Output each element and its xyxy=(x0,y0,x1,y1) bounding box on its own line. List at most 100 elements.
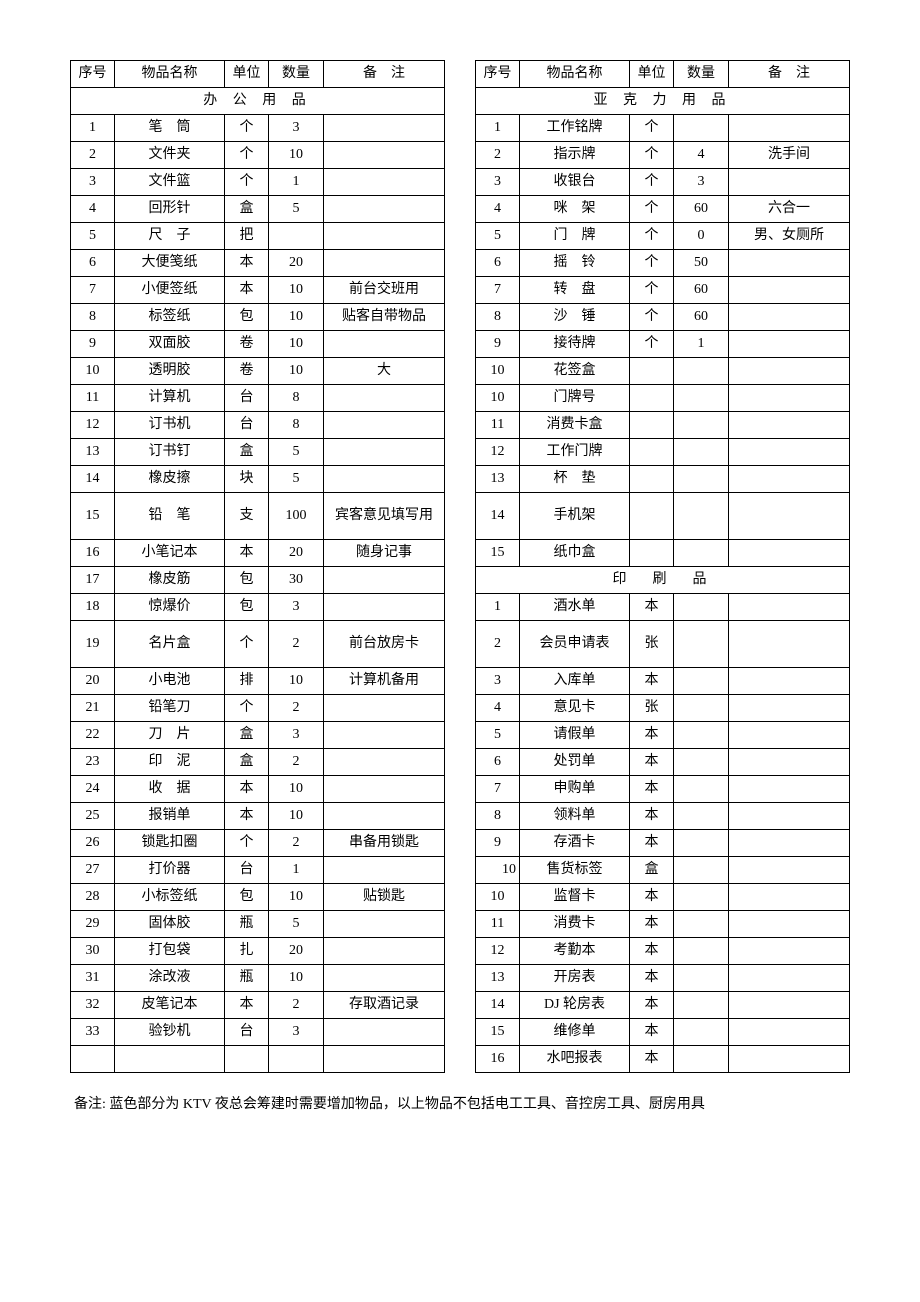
cell-seq: 10 xyxy=(476,358,520,385)
cell-name: 回形针 xyxy=(115,196,225,223)
cell-note xyxy=(729,540,850,567)
cell-seq: 1 xyxy=(476,115,520,142)
right-body2: 1酒水单本2会员申请表张3入库单本4意见卡张5请假单本6处罚单本7申购单本8领料… xyxy=(476,594,850,1073)
cell-note xyxy=(729,621,850,668)
cell-note xyxy=(729,749,850,776)
cell-unit: 个 xyxy=(225,115,269,142)
table-row: 5门 牌个0男、女厕所 xyxy=(476,223,850,250)
cell-qty: 10 xyxy=(269,331,324,358)
table-row: 8沙 锤个60 xyxy=(476,304,850,331)
cell-name: 收银台 xyxy=(520,169,630,196)
cell-note xyxy=(729,830,850,857)
cell-unit: 本 xyxy=(630,594,674,621)
cell-qty xyxy=(674,621,729,668)
cell-unit xyxy=(630,439,674,466)
cell-note xyxy=(324,115,445,142)
cell-note xyxy=(729,1046,850,1073)
cell-seq: 7 xyxy=(476,776,520,803)
cell-name: 固体胶 xyxy=(115,911,225,938)
cell-seq: 31 xyxy=(71,965,115,992)
cell-unit: 个 xyxy=(630,115,674,142)
cell-note xyxy=(729,992,850,1019)
cell-unit: 卷 xyxy=(225,358,269,385)
cell-qty: 1 xyxy=(674,331,729,358)
table-row: 13杯 垫 xyxy=(476,466,850,493)
cell-unit xyxy=(630,466,674,493)
cell-seq: 1 xyxy=(71,115,115,142)
cell-seq: 2 xyxy=(476,621,520,668)
cell-name: 皮笔记本 xyxy=(115,992,225,1019)
cell-note xyxy=(729,277,850,304)
cell-qty: 3 xyxy=(269,722,324,749)
cell-note: 前台交班用 xyxy=(324,277,445,304)
cell-unit: 本 xyxy=(630,965,674,992)
table-row: 8领料单本 xyxy=(476,803,850,830)
cell-name: 铅 笔 xyxy=(115,493,225,540)
cell-seq: 29 xyxy=(71,911,115,938)
cell-unit: 瓶 xyxy=(225,911,269,938)
table-row: 10监督卡本 xyxy=(476,884,850,911)
header-row: 序号 物品名称 单位 数量 备 注 xyxy=(71,61,445,88)
right-section1-title: 亚 克 力 用 品 xyxy=(476,88,850,115)
cell-unit: 卷 xyxy=(225,331,269,358)
cell-name xyxy=(115,1046,225,1073)
cell-unit: 本 xyxy=(225,277,269,304)
cell-name: 小便签纸 xyxy=(115,277,225,304)
cell-qty: 60 xyxy=(674,277,729,304)
cell-seq: 6 xyxy=(476,250,520,277)
cell-name: 小笔记本 xyxy=(115,540,225,567)
cell-note xyxy=(729,169,850,196)
cell-qty: 1 xyxy=(269,857,324,884)
cell-qty: 8 xyxy=(269,385,324,412)
table-row: 14手机架 xyxy=(476,493,850,540)
table-row: 14橡皮擦块5 xyxy=(71,466,445,493)
cell-name: 尺 子 xyxy=(115,223,225,250)
table-row: 14DJ 轮房表本 xyxy=(476,992,850,1019)
table-row: 27打价器台1 xyxy=(71,857,445,884)
cell-seq: 14 xyxy=(476,992,520,1019)
table-row: 3收银台个3 xyxy=(476,169,850,196)
cell-qty: 3 xyxy=(674,169,729,196)
cell-unit: 块 xyxy=(225,466,269,493)
cell-qty: 10 xyxy=(269,277,324,304)
cell-name: 铅笔刀 xyxy=(115,695,225,722)
cell-note: 男、女厕所 xyxy=(729,223,850,250)
cell-unit: 个 xyxy=(630,304,674,331)
cell-seq: 10 xyxy=(476,385,520,412)
cell-note xyxy=(729,439,850,466)
cell-name: 沙 锤 xyxy=(520,304,630,331)
cell-seq: 5 xyxy=(476,223,520,250)
cell-qty: 5 xyxy=(269,466,324,493)
cell-qty: 3 xyxy=(269,115,324,142)
cell-seq: 10 xyxy=(476,884,520,911)
table-row: 3文件篮个1 xyxy=(71,169,445,196)
cell-note xyxy=(324,938,445,965)
table-row: 31涂改液瓶10 xyxy=(71,965,445,992)
right-table: 序号 物品名称 单位 数量 备 注 亚 克 力 用 品 1工作铭牌个2指示牌个4… xyxy=(475,60,850,1073)
cell-note: 大 xyxy=(324,358,445,385)
cell-seq: 19 xyxy=(71,621,115,668)
header-seq: 序号 xyxy=(71,61,115,88)
table-row: 5尺 子把 xyxy=(71,223,445,250)
cell-seq: 11 xyxy=(476,412,520,439)
cell-seq: 2 xyxy=(71,142,115,169)
cell-name: 转 盘 xyxy=(520,277,630,304)
cell-seq: 13 xyxy=(71,439,115,466)
cell-qty xyxy=(674,385,729,412)
cell-unit: 盒 xyxy=(225,196,269,223)
cell-name: 惊爆价 xyxy=(115,594,225,621)
table-row: 16小笔记本本20随身记事 xyxy=(71,540,445,567)
table-row: 6大便笺纸本20 xyxy=(71,250,445,277)
cell-name: 小标签纸 xyxy=(115,884,225,911)
cell-name: 消费卡盒 xyxy=(520,412,630,439)
cell-unit: 台 xyxy=(225,412,269,439)
cell-unit: 本 xyxy=(630,1019,674,1046)
cell-note xyxy=(729,695,850,722)
table-row: 10门牌号 xyxy=(476,385,850,412)
cell-qty xyxy=(674,722,729,749)
cell-qty xyxy=(674,938,729,965)
cell-qty: 2 xyxy=(269,830,324,857)
cell-qty: 20 xyxy=(269,540,324,567)
cell-seq: 16 xyxy=(71,540,115,567)
table-row: 16水吧报表本 xyxy=(476,1046,850,1073)
